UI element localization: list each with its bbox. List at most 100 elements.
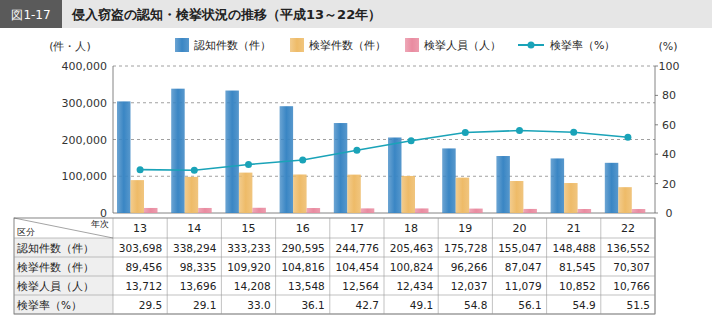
table-cell: 333,233 [227, 242, 270, 254]
legend-label: 検挙件数（件） [309, 39, 386, 52]
table-cell: 12,037 [451, 280, 488, 292]
table-cell: 338,294 [173, 242, 217, 254]
y-tick-label: 100,000 [62, 170, 108, 183]
table-col-line [275, 218, 276, 314]
line-marker [137, 166, 144, 173]
table-cell: 100,824 [390, 261, 434, 273]
y2-tick [655, 183, 658, 184]
y2-tick [655, 154, 658, 155]
bar [185, 177, 199, 213]
marks [117, 89, 645, 213]
table-cell: 56.1 [518, 299, 541, 311]
bar [280, 106, 294, 213]
table-col-line [438, 218, 439, 314]
y2-tick-label: 40 [662, 148, 676, 161]
bar [564, 183, 578, 213]
bar [496, 156, 510, 213]
y-tick-label: 300,000 [62, 97, 108, 110]
line-marker [408, 137, 415, 144]
category-label: 15 [242, 222, 256, 235]
category-label: 13 [133, 222, 147, 235]
data-table: 年次区分13141516171819202122認知件数（件）303,69833… [14, 218, 655, 314]
table-col-line [655, 218, 656, 314]
table-cell: 148,488 [552, 242, 595, 254]
header-col-label: 年次 [91, 219, 109, 229]
bar [415, 208, 429, 213]
line-marker [353, 147, 360, 154]
category-label: 18 [404, 222, 418, 235]
y2-tick-label: 100 [659, 60, 680, 73]
bar [618, 187, 632, 213]
table-cell: 12,564 [342, 280, 379, 292]
table-row-line [14, 295, 655, 296]
y-tick-label: 200,000 [62, 134, 108, 147]
bar [239, 173, 253, 213]
bar [171, 89, 185, 213]
line-marker [516, 127, 523, 134]
table-cell: 13,696 [180, 280, 217, 292]
category-label: 14 [187, 222, 201, 235]
table-cell: 54.8 [464, 299, 487, 311]
table-cell: 104,816 [281, 261, 325, 273]
bar [469, 209, 483, 213]
title: 侵入窃盗の認知・検挙状況の推移（平成13～22年） [71, 7, 381, 22]
table-col-line [221, 218, 222, 314]
legend: 認知件数（件）検挙件数（件）検挙人員（人）検挙率（%） [175, 38, 615, 52]
table-cell: 303,698 [119, 242, 162, 254]
y2-axis [655, 66, 656, 213]
line-marker [462, 129, 469, 136]
table-col-line [492, 218, 493, 314]
table-cell: 136,552 [607, 242, 650, 254]
category-label: 20 [513, 222, 527, 235]
bar [456, 178, 470, 213]
bar [442, 148, 456, 213]
category-label: 21 [567, 222, 581, 235]
bar [144, 208, 158, 213]
grid-line [113, 139, 655, 140]
table-cell: 29.1 [193, 299, 216, 311]
chart: 図1-17侵入窃盗の認知・検挙状況の推移（平成13～22年）(件・人)(%)認知… [0, 0, 712, 332]
legend-marker [528, 42, 535, 49]
table-cell: 96,266 [451, 261, 488, 273]
line-marker [191, 167, 198, 174]
table-cell: 290,595 [281, 242, 324, 254]
y2-axis-label: (%) [658, 40, 677, 53]
header-row-label: 区分 [17, 227, 35, 237]
bar [578, 209, 592, 213]
bar [632, 209, 646, 213]
bar [198, 208, 212, 213]
table-col-line [329, 218, 330, 314]
line-marker [624, 134, 631, 141]
table-cell: 98,335 [180, 261, 217, 273]
bar [361, 208, 375, 213]
line-marker [299, 156, 306, 163]
table-cell: 87,047 [505, 261, 542, 273]
y2-tick-label: 60 [662, 119, 676, 132]
bar [117, 101, 131, 213]
grid-line [113, 176, 655, 177]
bar [225, 91, 239, 213]
table-cell: 14,208 [234, 280, 271, 292]
legend-swatch [175, 38, 189, 52]
table-row-line [14, 257, 655, 258]
bar [523, 209, 537, 213]
header-diagonal [14, 218, 113, 238]
category-label: 19 [458, 222, 472, 235]
table-cell: 89,456 [125, 261, 162, 273]
y2-tick-label: 80 [662, 89, 676, 102]
bar [307, 208, 321, 213]
bar [388, 137, 402, 213]
table-cell: 175,728 [444, 242, 487, 254]
table-cell: 33.0 [247, 299, 270, 311]
bar [402, 176, 416, 213]
title-band [0, 0, 712, 28]
line-marker [570, 129, 577, 136]
table-cell: 155,047 [498, 242, 541, 254]
bar [510, 181, 524, 213]
y2-tick [655, 124, 658, 125]
table-cell: 70,307 [613, 261, 650, 273]
grid-line [113, 66, 655, 67]
table-cell: 205,463 [390, 242, 433, 254]
table-col-line [113, 218, 114, 314]
table-cell: 11,079 [505, 280, 542, 292]
